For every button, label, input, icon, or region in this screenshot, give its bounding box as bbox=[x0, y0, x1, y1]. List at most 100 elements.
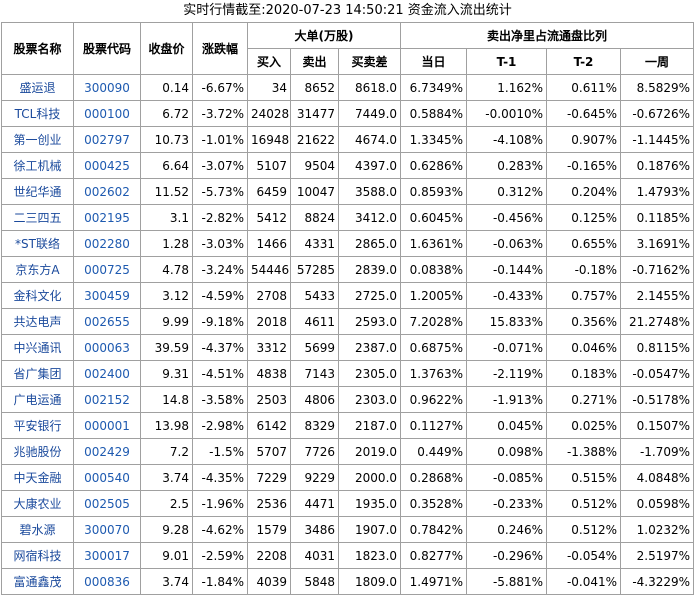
table-cell: 3.12 bbox=[140, 282, 193, 309]
stock-code[interactable]: 002602 bbox=[73, 178, 141, 205]
table-cell: -0.085% bbox=[466, 464, 548, 491]
table-cell: 2000.0 bbox=[337, 464, 402, 491]
table-cell: 3312 bbox=[247, 334, 291, 361]
table-cell: -1.709% bbox=[620, 438, 695, 465]
table-cell: 34 bbox=[247, 74, 291, 101]
table-cell: 4397.0 bbox=[337, 152, 402, 179]
table-cell: 8329 bbox=[290, 412, 339, 439]
stock-code[interactable]: 300090 bbox=[73, 74, 141, 101]
table-cell: 11.52 bbox=[140, 178, 193, 205]
table-cell: 54446 bbox=[247, 256, 291, 283]
table-cell: -4.37% bbox=[192, 334, 248, 361]
stock-name[interactable]: 富通鑫茂 bbox=[1, 568, 74, 595]
table-cell: 31477 bbox=[290, 100, 339, 127]
stock-code[interactable]: 300070 bbox=[73, 516, 141, 543]
table-cell: 9229 bbox=[290, 464, 339, 491]
stock-name[interactable]: 网宿科技 bbox=[1, 542, 74, 569]
table-cell: 5412 bbox=[247, 204, 291, 231]
table-cell: 0.907% bbox=[546, 126, 622, 153]
stock-name[interactable]: 广电运通 bbox=[1, 386, 74, 413]
stock-name[interactable]: 第一创业 bbox=[1, 126, 74, 153]
stock-code[interactable]: 000725 bbox=[73, 256, 141, 283]
table-cell: -4.35% bbox=[192, 464, 248, 491]
stock-name[interactable]: 平安银行 bbox=[1, 412, 74, 439]
stock-code[interactable]: 002429 bbox=[73, 438, 141, 465]
fund-flow-table: 股票名称 股票代码 收盘价 涨跌幅 大单(万股) 卖出净里占流通盘比列 买入 卖出 买卖差 当日 T… bbox=[1, 22, 695, 595]
table-cell: 0.1185% bbox=[620, 204, 695, 231]
stock-code[interactable]: 002280 bbox=[73, 230, 141, 257]
stock-name[interactable]: 中兴通讯 bbox=[1, 334, 74, 361]
table-cell: 0.183% bbox=[546, 360, 622, 387]
stock-name[interactable]: 大康农业 bbox=[1, 490, 74, 517]
stock-name[interactable]: 二三四五 bbox=[1, 204, 74, 231]
stock-name[interactable]: 中天金融 bbox=[1, 464, 74, 491]
table-cell: 2303.0 bbox=[337, 386, 402, 413]
stock-code[interactable]: 000540 bbox=[73, 464, 141, 491]
stock-code[interactable]: 000001 bbox=[73, 412, 141, 439]
stock-name[interactable]: 徐工机械 bbox=[1, 152, 74, 179]
stock-name[interactable]: 盛运退 bbox=[1, 74, 74, 101]
stock-row: 二三四五 002195 3.1 -2.82% 5412 8824 3412.0 0.6045%… bbox=[1, 204, 695, 231]
stock-row: 平安银行 000001 13.98 -2.98% 6142 8329 2187.0 0.112… bbox=[1, 412, 695, 439]
stock-name[interactable]: 省广集团 bbox=[1, 360, 74, 387]
stock-name[interactable]: 京东方A bbox=[1, 256, 74, 283]
stock-name[interactable]: 世纪华通 bbox=[1, 178, 74, 205]
stock-name[interactable]: 共达电声 bbox=[1, 308, 74, 335]
table-cell: 9504 bbox=[290, 152, 339, 179]
table-cell: -0.18% bbox=[546, 256, 622, 283]
table-header: 股票名称 股票代码 收盘价 涨跌幅 大单(万股) 卖出净里占流通盘比列 买入 卖出 买卖差 当日 T… bbox=[1, 22, 695, 75]
table-cell: 6459 bbox=[247, 178, 291, 205]
table-cell: 5433 bbox=[290, 282, 339, 309]
header-cell: 股票名称 bbox=[1, 22, 74, 75]
table-cell: 0.2868% bbox=[400, 464, 468, 491]
table-cell: 8824 bbox=[290, 204, 339, 231]
stock-name[interactable]: 兆驰股份 bbox=[1, 438, 74, 465]
table-cell: 0.045% bbox=[466, 412, 548, 439]
stock-name[interactable]: TCL科技 bbox=[1, 100, 74, 127]
stock-code[interactable]: 000100 bbox=[73, 100, 141, 127]
table-cell: -0.233% bbox=[466, 490, 548, 517]
table-cell: 0.5884% bbox=[400, 100, 468, 127]
table-cell: 3.74 bbox=[140, 568, 193, 595]
table-cell: 0.14 bbox=[140, 74, 193, 101]
table-cell: 0.8593% bbox=[400, 178, 468, 205]
stock-name[interactable]: *ST联络 bbox=[1, 230, 74, 257]
table-cell: -1.1445% bbox=[620, 126, 695, 153]
stock-code[interactable]: 002655 bbox=[73, 308, 141, 335]
stock-code[interactable]: 002152 bbox=[73, 386, 141, 413]
stock-code[interactable]: 002195 bbox=[73, 204, 141, 231]
header-cell: 收盘价 bbox=[140, 22, 193, 75]
stock-code[interactable]: 002400 bbox=[73, 360, 141, 387]
table-cell: 39.59 bbox=[140, 334, 193, 361]
table-cell: 3.1 bbox=[140, 204, 193, 231]
stock-code[interactable]: 000836 bbox=[73, 568, 141, 595]
table-cell: 3412.0 bbox=[337, 204, 402, 231]
table-cell: -2.119% bbox=[466, 360, 548, 387]
table-cell: 3.1691% bbox=[620, 230, 695, 257]
stock-row: TCL科技 000100 6.72 -3.72% 24028 31477 7449.0 0.5… bbox=[1, 100, 695, 127]
stock-code[interactable]: 000063 bbox=[73, 334, 141, 361]
stock-row: 中天金融 000540 3.74 -4.35% 7229 9229 2000.0 0.2868… bbox=[1, 464, 695, 491]
table-cell: 14.8 bbox=[140, 386, 193, 413]
table-cell: -0.6726% bbox=[620, 100, 695, 127]
stock-code[interactable]: 000425 bbox=[73, 152, 141, 179]
table-cell: 0.611% bbox=[546, 74, 622, 101]
table-cell: -1.01% bbox=[192, 126, 248, 153]
table-cell: 4611 bbox=[290, 308, 339, 335]
table-cell: 2503 bbox=[247, 386, 291, 413]
table-cell: 0.246% bbox=[466, 516, 548, 543]
stock-row: 共达电声 002655 9.99 -9.18% 2018 4611 2593.0 7.2028… bbox=[1, 308, 695, 335]
page-title: 实时行情截至:2020-07-23 14:50:21 资金流入流出统计 bbox=[183, 3, 512, 18]
table-cell: 21622 bbox=[290, 126, 339, 153]
stock-name[interactable]: 碧水源 bbox=[1, 516, 74, 543]
table-body: 盛运退 300090 0.14 -6.67% 34 8652 8618.0 6.7349% 1.… bbox=[1, 74, 695, 595]
stock-code[interactable]: 002797 bbox=[73, 126, 141, 153]
stock-name[interactable]: 金科文化 bbox=[1, 282, 74, 309]
table-cell: 21.2748% bbox=[620, 308, 695, 335]
stock-code[interactable]: 300459 bbox=[73, 282, 141, 309]
table-cell: -0.645% bbox=[546, 100, 622, 127]
table-cell: 2387.0 bbox=[337, 334, 402, 361]
stock-code[interactable]: 002505 bbox=[73, 490, 141, 517]
stock-code[interactable]: 300017 bbox=[73, 542, 141, 569]
